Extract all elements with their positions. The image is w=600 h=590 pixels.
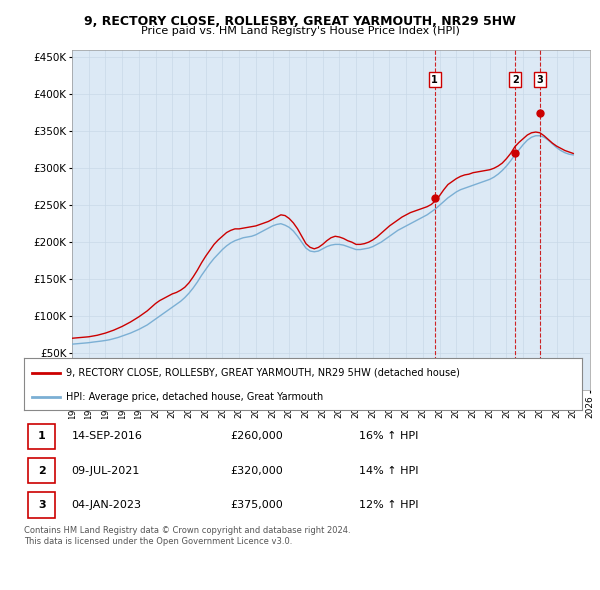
Text: 2: 2 xyxy=(38,466,46,476)
Text: 12% ↑ HPI: 12% ↑ HPI xyxy=(359,500,418,510)
Text: 09-JUL-2021: 09-JUL-2021 xyxy=(71,466,140,476)
Text: Price paid vs. HM Land Registry's House Price Index (HPI): Price paid vs. HM Land Registry's House … xyxy=(140,26,460,36)
Text: 1: 1 xyxy=(38,431,46,441)
Text: 3: 3 xyxy=(536,74,544,84)
FancyBboxPatch shape xyxy=(28,458,55,483)
Text: HPI: Average price, detached house, Great Yarmouth: HPI: Average price, detached house, Grea… xyxy=(66,392,323,402)
Text: 14% ↑ HPI: 14% ↑ HPI xyxy=(359,466,418,476)
Text: 2: 2 xyxy=(512,74,518,84)
Text: £320,000: £320,000 xyxy=(230,466,283,476)
Text: 9, RECTORY CLOSE, ROLLESBY, GREAT YARMOUTH, NR29 5HW (detached house): 9, RECTORY CLOSE, ROLLESBY, GREAT YARMOU… xyxy=(66,368,460,378)
Text: 04-JAN-2023: 04-JAN-2023 xyxy=(71,500,142,510)
Text: 3: 3 xyxy=(38,500,46,510)
FancyBboxPatch shape xyxy=(28,491,55,517)
Text: £375,000: £375,000 xyxy=(230,500,283,510)
Text: Contains HM Land Registry data © Crown copyright and database right 2024.
This d: Contains HM Land Registry data © Crown c… xyxy=(24,526,350,546)
Text: 16% ↑ HPI: 16% ↑ HPI xyxy=(359,431,418,441)
Text: 14-SEP-2016: 14-SEP-2016 xyxy=(71,431,142,441)
Text: 9, RECTORY CLOSE, ROLLESBY, GREAT YARMOUTH, NR29 5HW: 9, RECTORY CLOSE, ROLLESBY, GREAT YARMOU… xyxy=(84,15,516,28)
FancyBboxPatch shape xyxy=(28,424,55,450)
Text: £260,000: £260,000 xyxy=(230,431,283,441)
Text: 1: 1 xyxy=(431,74,438,84)
